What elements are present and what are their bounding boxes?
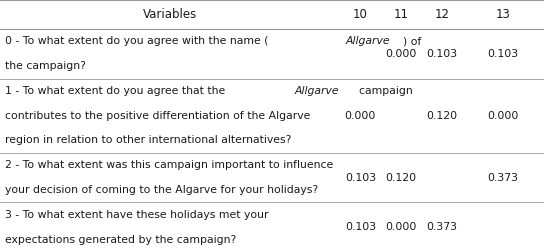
Text: 0.000: 0.000 (386, 222, 417, 232)
Text: Variables: Variables (143, 8, 197, 21)
Text: the campaign?: the campaign? (5, 61, 86, 71)
Text: your decision of coming to the Algarve for your holidays?: your decision of coming to the Algarve f… (5, 185, 319, 195)
Text: 1 - To what extent do you agree that the: 1 - To what extent do you agree that the (5, 86, 229, 96)
Text: 0.000: 0.000 (487, 111, 519, 121)
Text: 13: 13 (496, 8, 511, 21)
Text: 0.103: 0.103 (487, 49, 519, 59)
Text: 2 - To what extent was this campaign important to influence: 2 - To what extent was this campaign imp… (5, 160, 333, 170)
Text: campaign: campaign (352, 86, 412, 96)
Text: 0.103: 0.103 (345, 222, 376, 232)
Text: 0.120: 0.120 (386, 173, 417, 183)
Text: 11: 11 (394, 8, 409, 21)
Text: 12: 12 (435, 8, 449, 21)
Text: ) of: ) of (403, 36, 421, 46)
Text: 3 - To what extent have these holidays met your: 3 - To what extent have these holidays m… (5, 210, 269, 220)
Text: Allgarve: Allgarve (294, 86, 339, 96)
Text: 0.120: 0.120 (426, 111, 458, 121)
Text: expectations generated by the campaign?: expectations generated by the campaign? (5, 235, 237, 245)
Text: Allgarve: Allgarve (345, 36, 390, 46)
Text: 0 - To what extent do you agree with the name (: 0 - To what extent do you agree with the… (5, 36, 269, 46)
Text: contributes to the positive differentiation of the Algarve: contributes to the positive differentiat… (5, 111, 311, 121)
Text: 10: 10 (353, 8, 368, 21)
Text: 0.373: 0.373 (426, 222, 458, 232)
Text: 0.103: 0.103 (345, 173, 376, 183)
Text: 0.000: 0.000 (386, 49, 417, 59)
Text: 0.103: 0.103 (426, 49, 458, 59)
Text: 0.000: 0.000 (345, 111, 376, 121)
Text: 0.373: 0.373 (488, 173, 518, 183)
Text: region in relation to other international alternatives?: region in relation to other internationa… (5, 136, 292, 145)
